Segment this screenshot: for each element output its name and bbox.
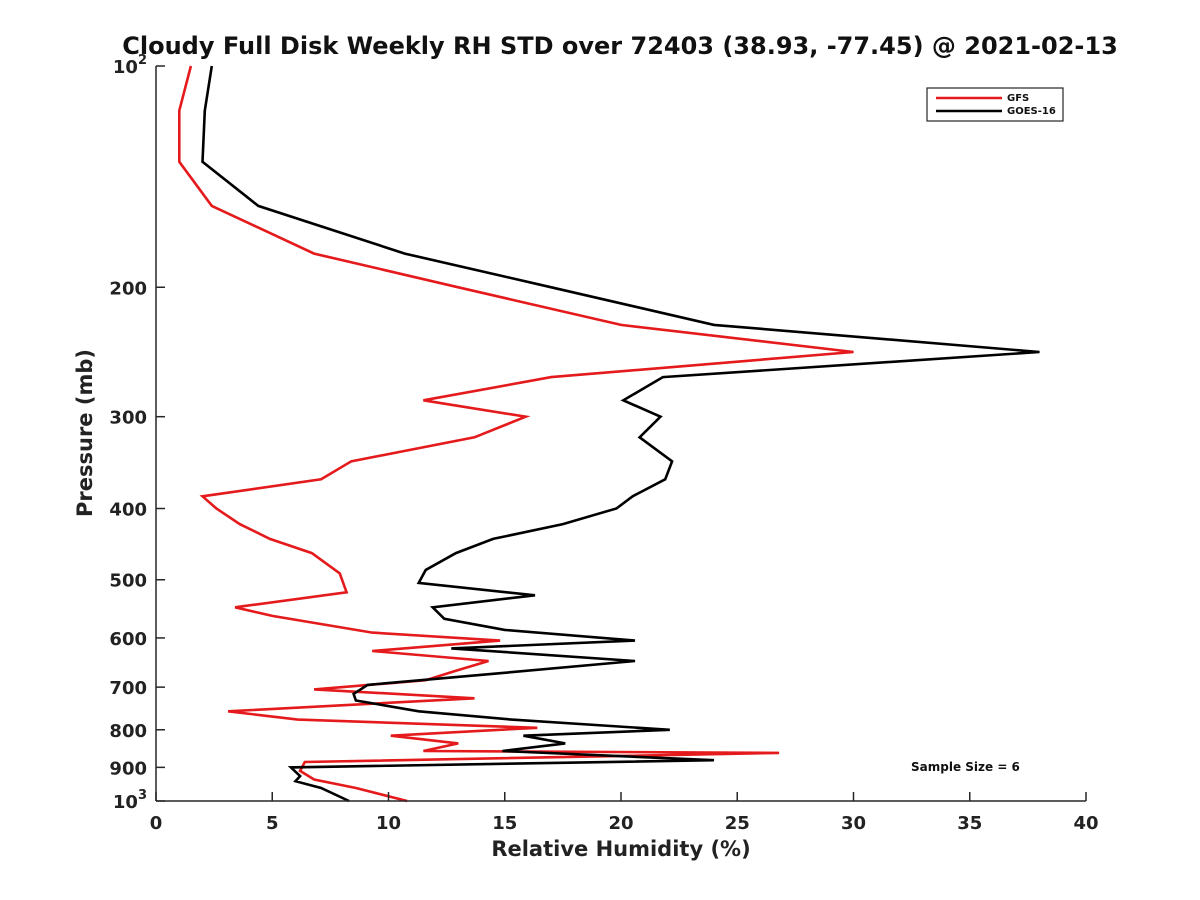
- x-tick-label: 0: [150, 813, 163, 834]
- y-tick-label: 700: [109, 678, 147, 699]
- y-tick-label: 800: [109, 721, 147, 742]
- series-line-gfs: [178, 65, 854, 803]
- x-axis-label: Relative Humidity (%): [491, 837, 750, 861]
- x-tick-label: 25: [725, 813, 750, 834]
- y-tick-label: 400: [109, 500, 147, 521]
- chart-title: Cloudy Full Disk Weekly RH STD over 7240…: [122, 32, 1118, 60]
- series-line-goes16: [201, 65, 1040, 803]
- y-axis-label: Pressure (mb): [73, 349, 97, 517]
- x-tick-label: 10: [376, 813, 401, 834]
- plot-lines: [178, 65, 1040, 803]
- legend-box: [926, 87, 1064, 122]
- x-tick-label: 20: [608, 813, 633, 834]
- y-tick-label: 102: [113, 53, 147, 78]
- x-tick-label: 40: [1073, 813, 1098, 834]
- x-tick-label: 5: [266, 813, 279, 834]
- x-tick-label: 15: [492, 813, 517, 834]
- y-tick-label: 200: [109, 278, 147, 299]
- x-tick-label: 35: [957, 813, 982, 834]
- legend: GFS GOES-16: [926, 87, 1064, 122]
- y-tick-label: 900: [109, 758, 147, 779]
- y-tick-label: 600: [109, 629, 147, 650]
- legend-label-gfs: GFS: [1007, 93, 1029, 104]
- y-tick-label: 103: [113, 788, 147, 813]
- y-tick-label: 500: [109, 571, 147, 592]
- legend-label-goes16: GOES-16: [1007, 106, 1056, 117]
- sample-size-annotation: Sample Size = 6: [911, 760, 1020, 774]
- axes: [155, 66, 1086, 802]
- x-ticks: 0 5 10 15 20 25 30 35 40: [150, 792, 1099, 834]
- x-tick-label: 30: [841, 813, 866, 834]
- y-ticks: 102 200 300 400 500 600 700 800 900 103: [109, 53, 165, 813]
- y-tick-label: 300: [109, 408, 147, 429]
